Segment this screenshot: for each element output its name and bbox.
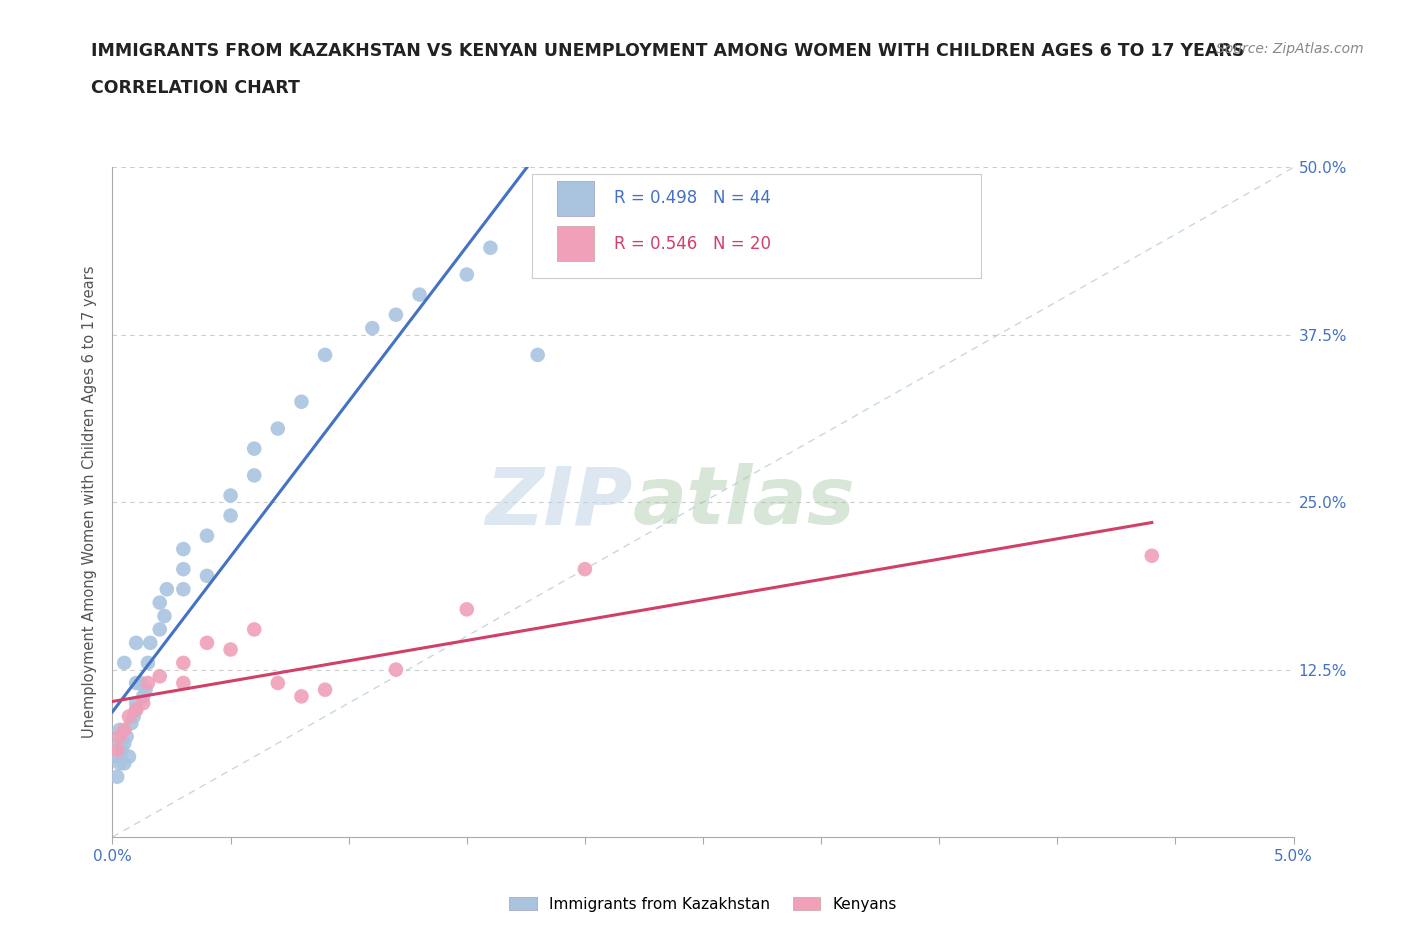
Text: Source: ZipAtlas.com: Source: ZipAtlas.com xyxy=(1216,42,1364,56)
Point xyxy=(108,723,131,737)
Point xyxy=(108,736,131,751)
Point xyxy=(125,675,148,690)
Point xyxy=(136,675,159,690)
Point xyxy=(132,689,155,704)
Point xyxy=(314,348,336,363)
Text: R = 0.498   N = 44: R = 0.498 N = 44 xyxy=(614,190,772,207)
Point xyxy=(456,267,478,282)
Point xyxy=(125,702,148,717)
Point xyxy=(267,421,290,436)
Point xyxy=(149,669,172,684)
Point xyxy=(574,562,596,577)
Point xyxy=(408,287,430,302)
Point xyxy=(243,441,266,456)
Point xyxy=(526,348,548,363)
Point xyxy=(267,675,290,690)
Point xyxy=(149,595,172,610)
Point xyxy=(112,723,135,737)
Text: IMMIGRANTS FROM KAZAKHSTAN VS KENYAN UNEMPLOYMENT AMONG WOMEN WITH CHILDREN AGES: IMMIGRANTS FROM KAZAKHSTAN VS KENYAN UNE… xyxy=(91,42,1244,60)
Point xyxy=(112,756,135,771)
Point xyxy=(156,582,179,597)
Point xyxy=(172,541,194,556)
Text: R = 0.546   N = 20: R = 0.546 N = 20 xyxy=(614,235,772,253)
Point xyxy=(129,675,152,690)
Point xyxy=(479,240,502,255)
Point xyxy=(132,696,155,711)
Point xyxy=(105,742,128,757)
Point xyxy=(243,468,266,483)
FancyBboxPatch shape xyxy=(557,227,595,261)
Point xyxy=(111,742,134,757)
Point xyxy=(105,750,128,764)
Text: ZIP: ZIP xyxy=(485,463,633,541)
Point xyxy=(149,622,172,637)
Point xyxy=(108,756,131,771)
Point xyxy=(120,716,142,731)
Point xyxy=(105,769,128,784)
Point xyxy=(112,736,135,751)
Text: CORRELATION CHART: CORRELATION CHART xyxy=(91,79,301,97)
Point xyxy=(290,394,312,409)
Point xyxy=(219,488,242,503)
Point xyxy=(219,508,242,523)
Point xyxy=(195,568,218,583)
Point xyxy=(172,582,194,597)
Point xyxy=(122,709,145,724)
Point xyxy=(115,729,138,744)
Point xyxy=(172,675,194,690)
Point xyxy=(153,608,176,623)
Point xyxy=(125,702,148,717)
Point xyxy=(125,696,148,711)
FancyBboxPatch shape xyxy=(531,174,980,278)
Point xyxy=(172,562,194,577)
Point xyxy=(125,635,148,650)
Point xyxy=(385,662,408,677)
Point xyxy=(118,709,141,724)
FancyBboxPatch shape xyxy=(557,180,595,216)
Point xyxy=(1140,549,1163,564)
Point xyxy=(361,321,384,336)
Point xyxy=(135,683,157,698)
Point xyxy=(136,656,159,671)
Point xyxy=(118,750,141,764)
Point xyxy=(456,602,478,617)
Point xyxy=(195,635,218,650)
Point xyxy=(243,622,266,637)
Legend: Immigrants from Kazakhstan, Kenyans: Immigrants from Kazakhstan, Kenyans xyxy=(503,890,903,918)
Point xyxy=(139,635,162,650)
Y-axis label: Unemployment Among Women with Children Ages 6 to 17 years: Unemployment Among Women with Children A… xyxy=(82,266,97,738)
Point xyxy=(385,307,408,322)
Point xyxy=(219,642,242,657)
Point xyxy=(112,656,135,671)
Point xyxy=(108,729,131,744)
Text: atlas: atlas xyxy=(633,463,855,541)
Point xyxy=(290,689,312,704)
Point xyxy=(314,683,336,698)
Point xyxy=(172,656,194,671)
Point xyxy=(195,528,218,543)
